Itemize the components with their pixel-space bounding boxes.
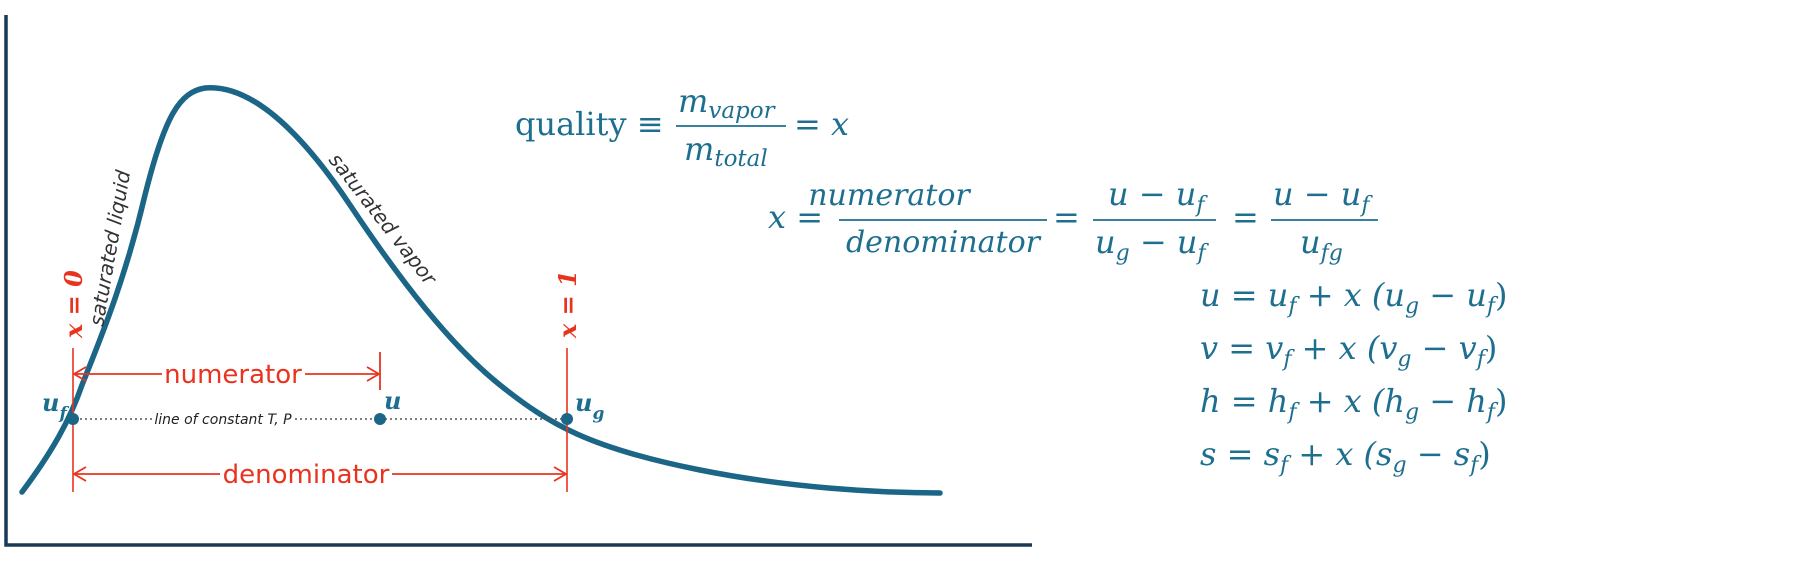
svg-text:=: = <box>1053 198 1080 236</box>
saturation-curve <box>19 85 943 496</box>
saturated-vapor-label: saturated vapor <box>324 148 443 290</box>
svg-text:mvapor: mvapor <box>678 82 777 124</box>
svg-text:denominator: denominator <box>846 225 1042 260</box>
property-equation-s: s = sf + x (sg − sf) <box>1200 435 1491 478</box>
denominator-dimension <box>72 466 568 482</box>
svg-text:u − uf: u − uf <box>1108 175 1208 218</box>
u-point <box>374 413 386 425</box>
x-definition-equation: x = numerator denominator = u − uf ug − … <box>768 175 1378 266</box>
property-equation-v: v = vf + x (vg − vf) <box>1200 329 1497 372</box>
ug-point <box>561 413 573 425</box>
denominator-label: denominator <box>223 460 390 490</box>
property-equation-u: u = uf + x (ug − uf) <box>1200 276 1508 319</box>
x0-marker: x = 0 <box>59 270 88 339</box>
property-equations: u = uf + x (ug − uf) v = vf + x (vg − vf)… <box>1200 276 1508 478</box>
axes <box>4 15 1032 547</box>
u-label: u <box>384 386 401 415</box>
x1-marker: x = 1 <box>553 270 582 339</box>
saturated-liquid-label: saturated liquid <box>84 168 135 328</box>
quality-equation: quality ≡ mvapor mtotal = x <box>515 82 849 172</box>
uf-label: uf <box>42 388 69 424</box>
svg-text:= x: = x <box>794 105 849 143</box>
svg-text:ug − uf: ug − uf <box>1095 223 1209 266</box>
svg-text:ufg: ufg <box>1300 223 1343 266</box>
numerator-label: numerator <box>164 360 302 390</box>
ug-label: ug <box>575 388 604 424</box>
numerator-dimension <box>72 352 381 390</box>
svg-text:u − uf: u − uf <box>1273 175 1373 218</box>
svg-text:x =: x = <box>768 198 823 236</box>
constant-tp-label: line of constant T, P <box>154 412 292 428</box>
svg-text:numerator: numerator <box>808 178 971 213</box>
uf-point <box>67 413 79 425</box>
svg-text:quality ≡: quality ≡ <box>515 105 664 143</box>
svg-text:mtotal: mtotal <box>684 130 768 172</box>
property-equation-h: h = hf + x (hg − hf) <box>1200 382 1508 425</box>
svg-text:=: = <box>1232 198 1259 236</box>
